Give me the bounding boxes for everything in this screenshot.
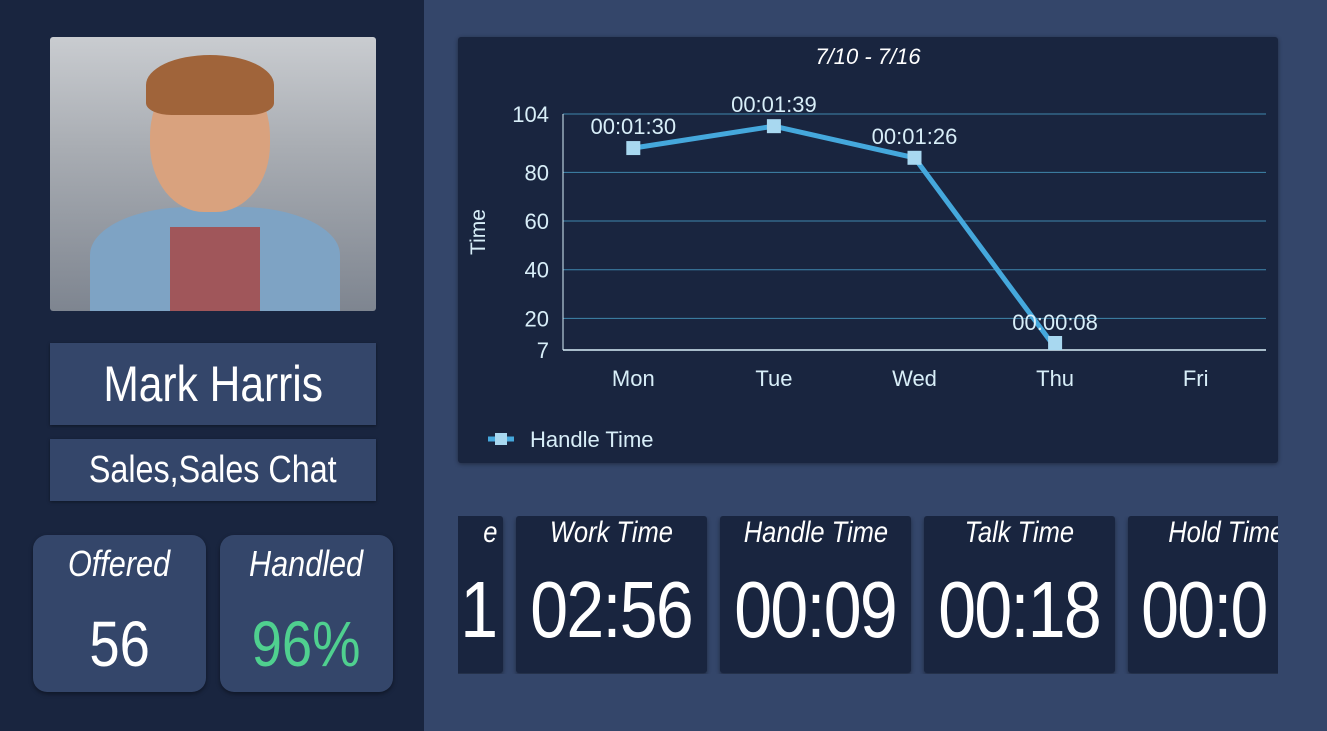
agent-panel: Mark Harris Sales,Sales Chat Offered 56 … [0, 0, 424, 731]
handle-time-chart: 7/10 - 7/16 Time 7 20 40 60 80 104 Mon Tue Wed Thu F… [458, 37, 1278, 463]
y-axis-label: Time [467, 209, 490, 255]
x-tick-label: Tue [755, 366, 792, 391]
handled-stat: Handled 96% [220, 535, 393, 692]
x-tick-label: Fri [1183, 366, 1209, 391]
data-point [1048, 336, 1063, 350]
data-point [907, 150, 922, 165]
legend-label: Handle Time [530, 427, 654, 452]
offered-stat: Offered 56 [33, 535, 206, 692]
metric-card-talk-time: Talk Time 00:18 [924, 516, 1115, 673]
x-tick-label: Wed [892, 366, 937, 391]
y-tick-label: 40 [525, 258, 549, 283]
y-tick-label: 7 [537, 338, 549, 363]
data-label: 00:01:30 [590, 114, 676, 139]
y-tick-label: 104 [512, 102, 549, 127]
x-tick-label: Thu [1036, 366, 1074, 391]
chart-svg: 7/10 - 7/16 Time 7 20 40 60 80 104 Mon Tue Wed Thu F… [467, 44, 1266, 452]
data-label: 00:00:08 [1012, 310, 1098, 335]
agent-photo [50, 37, 376, 311]
legend-marker [495, 433, 507, 445]
metric-card-handle-time: Handle Time 00:09 [720, 516, 911, 673]
data-label: 00:01:39 [731, 92, 817, 117]
y-tick-label: 20 [525, 306, 549, 331]
metric-card-work-time: Work Time 02:56 [516, 516, 707, 673]
metric-card-hold-time: Hold Time 00:0 [1128, 516, 1278, 673]
data-point [766, 119, 781, 134]
chart-title: 7/10 - 7/16 [815, 44, 921, 69]
series-line [632, 123, 1058, 350]
y-tick-label: 60 [525, 209, 549, 234]
data-label: 00:01:26 [872, 124, 958, 149]
y-tick-label: 80 [525, 160, 549, 185]
agent-groups: Sales,Sales Chat [50, 439, 376, 501]
data-point [626, 141, 641, 156]
x-tick-label: Mon [612, 366, 655, 391]
agent-name: Mark Harris [50, 343, 376, 425]
